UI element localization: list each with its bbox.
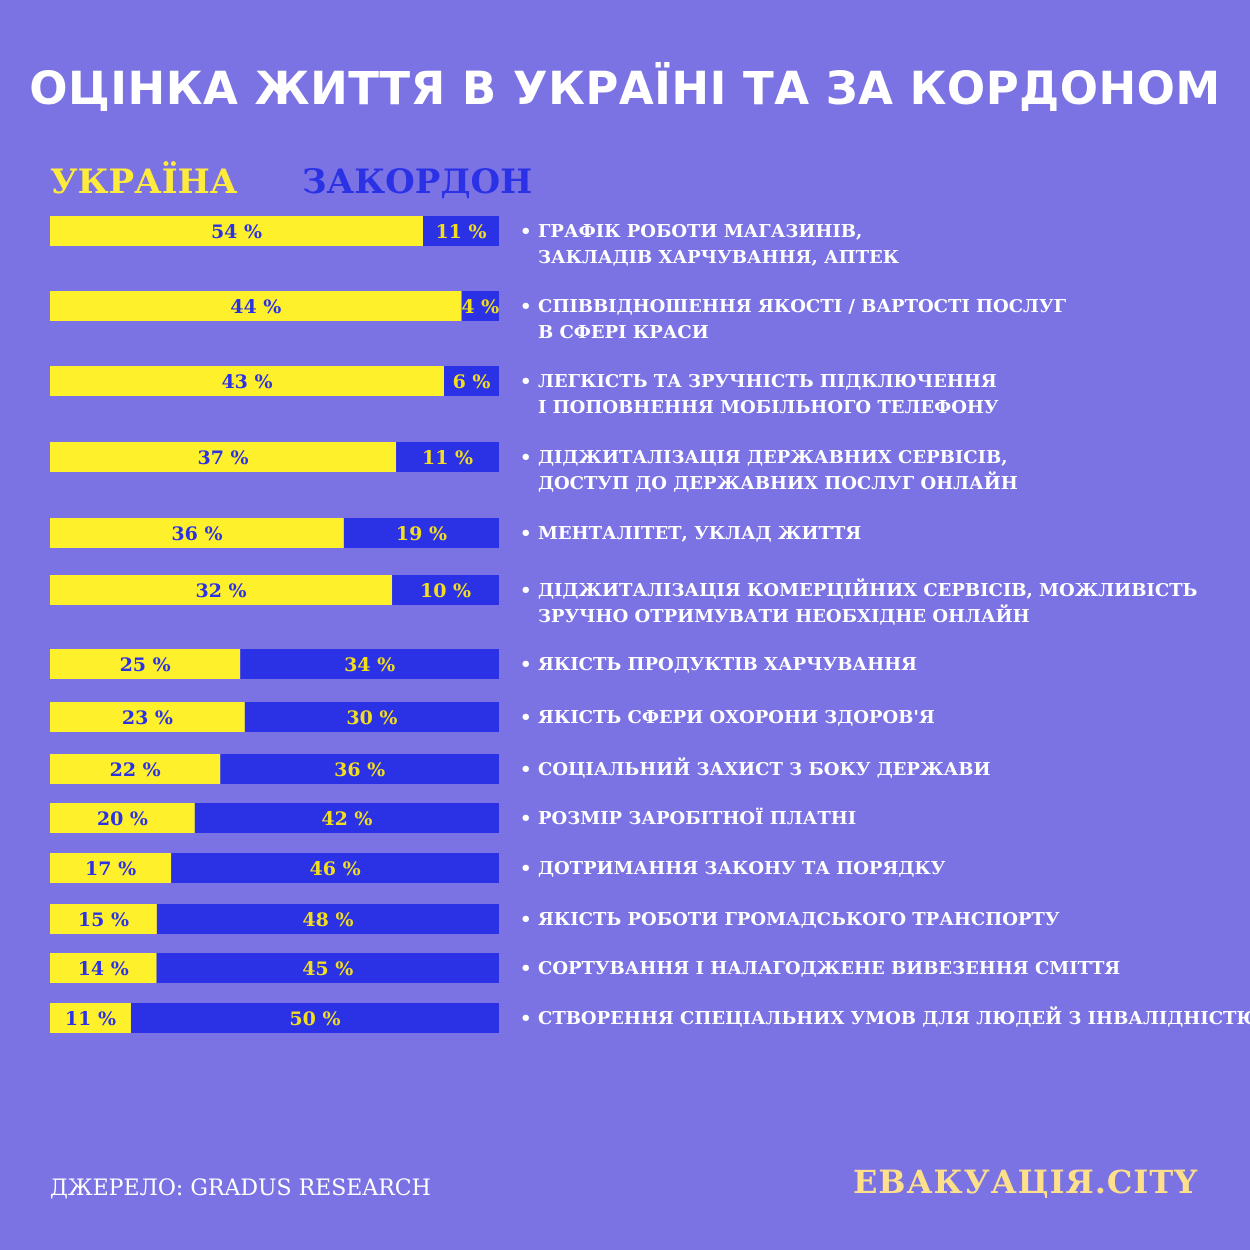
category-label: СТВОРЕННЯ СПЕЦІАЛЬНИХ УМОВ ДЛЯ ЛЮДЕЙ З І… — [538, 1005, 1250, 1029]
category-label: ЗРУЧНО ОТРИМУВАТИ НЕОБХІДНЕ ОНЛАЙН — [538, 603, 1030, 627]
bar-ukraine — [50, 1003, 131, 1033]
legend-abroad: ЗАКОРДОН — [302, 162, 533, 202]
bar-label-ukraine: 23 % — [122, 707, 173, 729]
bar-abroad — [461, 291, 499, 321]
bar-label-abroad: 19 % — [396, 523, 447, 545]
category-label: ЯКІСТЬ СФЕРИ ОХОРОНИ ЗДОРОВ'Я — [538, 707, 935, 728]
bullet-icon: • — [520, 858, 532, 879]
bullet-icon: • — [520, 447, 532, 468]
bar-label-ukraine: 43 % — [221, 371, 272, 393]
bar-abroad — [423, 216, 499, 246]
brand-logo: ЕВАКУАЦІЯ.CITY — [853, 1163, 1198, 1201]
bar-label-abroad: 6 % — [453, 371, 491, 393]
bar-label-ukraine: 32 % — [195, 580, 246, 602]
bullet-icon: • — [520, 523, 532, 544]
bar-abroad — [220, 754, 499, 784]
category-label: ДІДЖИТАЛІЗАЦІЯ ДЕРЖАВНИХ СЕРВІСІВ, — [538, 447, 1007, 468]
bullet-icon: • — [520, 958, 532, 979]
bar-abroad — [392, 575, 499, 605]
category-label: СОЦІАЛЬНИЙ ЗАХИСТ З БОКУ ДЕРЖАВИ — [538, 756, 990, 780]
bar-ukraine — [50, 291, 462, 321]
category-label: В СФЕРІ КРАСИ — [538, 322, 709, 343]
bullet-icon: • — [520, 1008, 532, 1029]
bar-label-abroad: 50 % — [289, 1008, 340, 1030]
bar-abroad — [171, 853, 499, 883]
bar-ukraine — [50, 702, 245, 732]
bar-abroad — [396, 442, 499, 472]
bar-label-abroad: 11 % — [422, 447, 473, 469]
category-label: ДІДЖИТАЛІЗАЦІЯ КОМЕРЦІЙНИХ СЕРВІСІВ, МОЖ… — [538, 577, 1198, 601]
bullet-icon: • — [520, 909, 532, 930]
bar-label-ukraine: 17 % — [85, 858, 136, 880]
bar-label-ukraine: 22 % — [110, 759, 161, 781]
bar-label-ukraine: 44 % — [230, 296, 281, 318]
bullet-icon: • — [520, 371, 532, 392]
bar-ukraine — [50, 575, 393, 605]
bar-ukraine — [50, 904, 157, 934]
category-label: СПІВВІДНОШЕННЯ ЯКОСТІ / ВАРТОСТІ ПОСЛУГ — [538, 296, 1067, 317]
category-label: ЯКІСТЬ ПРОДУКТІВ ХАРЧУВАННЯ — [538, 654, 917, 675]
bar-label-abroad: 11 % — [435, 221, 486, 243]
bullet-icon: • — [520, 808, 532, 829]
bar-ukraine — [50, 518, 344, 548]
bar-ukraine — [50, 803, 195, 833]
bar-label-ukraine: 11 % — [65, 1008, 116, 1030]
bar-ukraine — [50, 853, 172, 883]
bar-label-ukraine: 36 % — [171, 523, 222, 545]
bar-label-ukraine: 25 % — [120, 654, 171, 676]
category-label: ДОТРИМАННЯ ЗАКОНУ ТА ПОРЯДКУ — [538, 858, 946, 879]
bar-label-ukraine: 37 % — [197, 447, 248, 469]
chart-title: ОЦІНКА ЖИТТЯ В УКРАЇНІ ТА ЗА КОРДОНОМ — [29, 62, 1221, 115]
category-label: ГРАФІК РОБОТИ МАГАЗИНІВ, — [538, 221, 862, 242]
bar-ukraine — [50, 442, 397, 472]
category-label: СОРТУВАННЯ І НАЛАГОДЖЕНЕ ВИВЕЗЕННЯ СМІТТ… — [538, 958, 1120, 979]
bar-label-abroad: 4 % — [461, 296, 499, 318]
bar-label-abroad: 34 % — [344, 654, 395, 676]
bar-label-ukraine: 54 % — [211, 221, 262, 243]
bar-abroad — [240, 649, 499, 679]
bar-label-abroad: 46 % — [310, 858, 361, 880]
source-note: ДЖЕРЕЛО: GRADUS RESEARCH — [50, 1176, 431, 1201]
bullet-icon: • — [520, 296, 532, 317]
bar-abroad — [343, 518, 499, 548]
bar-label-abroad: 48 % — [302, 909, 353, 931]
bar-ukraine — [50, 366, 445, 396]
bar-ukraine — [50, 953, 157, 983]
bar-label-abroad: 42 % — [321, 808, 372, 830]
bar-abroad — [130, 1003, 499, 1033]
category-label: ЗАКЛАДІВ ХАРЧУВАННЯ, АПТЕК — [538, 247, 900, 268]
bar-abroad — [244, 702, 499, 732]
bar-abroad — [194, 803, 499, 833]
bar-label-abroad: 45 % — [302, 958, 353, 980]
category-label: ЯКІСТЬ РОБОТИ ГРОМАДСЬКОГО ТРАНСПОРТУ — [538, 909, 1060, 930]
bar-label-ukraine: 15 % — [78, 909, 129, 931]
bar-label-ukraine: 14 % — [78, 958, 129, 980]
bar-label-abroad: 36 % — [334, 759, 385, 781]
bullet-icon: • — [520, 580, 532, 601]
bullet-icon: • — [520, 707, 532, 728]
category-label: ДОСТУП ДО ДЕРЖАВНИХ ПОСЛУГ ОНЛАЙН — [538, 470, 1018, 494]
bar-abroad — [444, 366, 499, 396]
category-label: РОЗМІР ЗАРОБІТНОЇ ПЛАТНІ — [538, 806, 856, 829]
category-label: І ПОПОВНЕННЯ МОБІЛЬНОГО ТЕЛЕФОНУ — [538, 397, 999, 418]
bar-label-abroad: 30 % — [346, 707, 397, 729]
bar-label-ukraine: 20 % — [97, 808, 148, 830]
bar-abroad — [156, 904, 499, 934]
bullet-icon: • — [520, 759, 532, 780]
bar-ukraine — [50, 649, 241, 679]
bar-abroad — [156, 953, 500, 983]
category-label: МЕНТАЛІТЕТ, УКЛАД ЖИТТЯ — [538, 523, 861, 544]
legend-ukraine: УКРАЇНА — [50, 162, 238, 202]
bullet-icon: • — [520, 654, 532, 675]
bullet-icon: • — [520, 221, 532, 242]
bar-label-abroad: 10 % — [420, 580, 471, 602]
category-label: ЛЕГКІСТЬ ТА ЗРУЧНІСТЬ ПІДКЛЮЧЕННЯ — [538, 371, 997, 392]
bar-ukraine — [50, 754, 221, 784]
bar-ukraine — [50, 216, 424, 246]
